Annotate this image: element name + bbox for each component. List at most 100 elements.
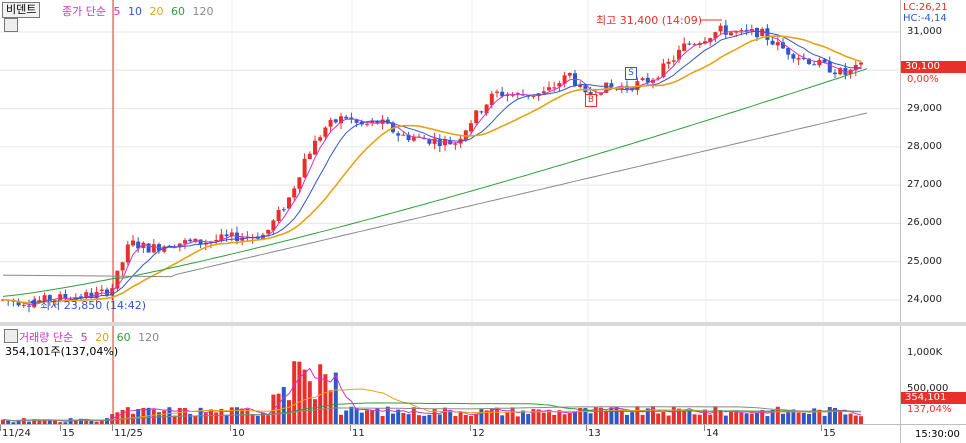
price-candle-body [287, 197, 291, 209]
buy-signal-icon[interactable]: B [585, 94, 597, 107]
price-candle-body [271, 220, 276, 231]
time-axis-label: 11/25 [114, 428, 143, 439]
volume-bar [510, 407, 515, 424]
ma5-line [2, 29, 862, 306]
volume-bar [323, 374, 328, 424]
price-candle-body [781, 42, 785, 49]
stock-name-legend[interactable]: 비덴트 [2, 2, 41, 18]
volume-chart-svg [1, 326, 863, 424]
volume-bar [833, 407, 837, 424]
volume-bar [240, 408, 245, 424]
time-axis-label: 15 [62, 428, 75, 439]
volume-bar [333, 372, 338, 424]
price-candle-body [609, 83, 614, 87]
volume-bar [578, 408, 583, 424]
price-candle-body [812, 64, 817, 66]
price-candle-body [136, 241, 141, 249]
panel-toggle-icon[interactable] [4, 18, 18, 32]
price-candle-body [474, 110, 479, 124]
volume-bar [16, 419, 21, 424]
price-candle-body [796, 58, 801, 60]
volume-chart-area[interactable] [0, 326, 900, 424]
volume-bar [281, 387, 286, 424]
volume-bar [692, 414, 697, 424]
volume-tick-1000k: 1,000K [907, 347, 943, 358]
volume-bar [349, 406, 354, 424]
panel-divider[interactable] [0, 322, 966, 326]
price-candle-body [323, 127, 328, 137]
volume-bar [432, 408, 437, 424]
volume-bar [521, 410, 525, 424]
time-axis-label: 11 [352, 428, 365, 439]
price-candle-body [645, 77, 650, 83]
time-axis-tick [112, 425, 113, 431]
volume-bar [796, 412, 801, 424]
volume-bar [703, 409, 707, 424]
volume-bar [339, 414, 343, 424]
price-candle-body [817, 59, 822, 66]
volume-bar [484, 410, 489, 424]
volume-bar [661, 412, 666, 424]
volume-bar [604, 410, 609, 424]
price-chart-area[interactable] [0, 0, 900, 322]
volume-bar [365, 410, 369, 424]
volume-value-text: 354,101주(137,04%) [5, 345, 119, 358]
vma5-period-label: 5 [80, 331, 88, 344]
volume-bar [614, 407, 619, 424]
time-axis-label: 10 [232, 428, 245, 439]
price-candle-body [463, 130, 468, 140]
price-candle-body [510, 94, 515, 96]
time-axis-label: 13 [588, 428, 601, 439]
volume-bar [723, 415, 728, 424]
volume-bar [58, 422, 63, 424]
price-candle-body [99, 289, 104, 291]
price-chart-svg [0, 0, 900, 322]
ma5-period-label: 5 [113, 5, 121, 18]
price-candle-body [235, 232, 239, 241]
volume-bar [136, 408, 141, 424]
volume-bar [812, 408, 817, 424]
price-candle-body [640, 78, 645, 81]
price-candle-body [666, 61, 671, 64]
price-candle-body [453, 143, 458, 145]
volume-bar [817, 409, 822, 424]
price-candle-body [838, 68, 843, 75]
volume-bar [500, 415, 505, 424]
price-candle-body [588, 92, 593, 95]
volume-panel-toggle-icon[interactable] [4, 329, 18, 343]
price-tick-label: 27,000 [907, 179, 942, 191]
price-candle-body [365, 123, 369, 125]
price-candle-body [229, 232, 234, 237]
price-candle-body [770, 40, 775, 45]
price-candle-body [131, 240, 135, 246]
volume-bar [115, 412, 120, 424]
time-axis-tick [704, 425, 705, 431]
series-label: 종가 단순 [62, 5, 106, 18]
volume-bar [188, 413, 193, 424]
volume-bar [822, 415, 827, 424]
volume-bar [786, 411, 791, 424]
ma120-line [2, 112, 868, 278]
price-candle-body [807, 58, 811, 65]
volume-bar [328, 390, 333, 424]
price-candle-body [84, 292, 89, 298]
volume-bar [73, 420, 78, 424]
price-candle-body [79, 296, 83, 298]
volume-bar [250, 414, 255, 424]
ma20-line [2, 35, 862, 304]
volume-bar [63, 422, 68, 424]
volume-bar [651, 406, 655, 424]
price-tick-label: 28,000 [907, 140, 942, 152]
price-candle-body [292, 188, 297, 198]
volume-bar [718, 411, 723, 424]
sell-signal-icon[interactable]: S [625, 67, 637, 80]
price-candle-body [755, 27, 759, 38]
price-candle-body [328, 120, 333, 127]
vma120-period-label: 120 [138, 331, 160, 344]
price-candle-body [489, 93, 494, 106]
price-candle-body [718, 25, 723, 32]
volume-bar [827, 407, 832, 424]
volume-bar [37, 419, 42, 424]
price-indicator-legend: 종가 단순 5 10 20 60 120 [62, 3, 217, 19]
